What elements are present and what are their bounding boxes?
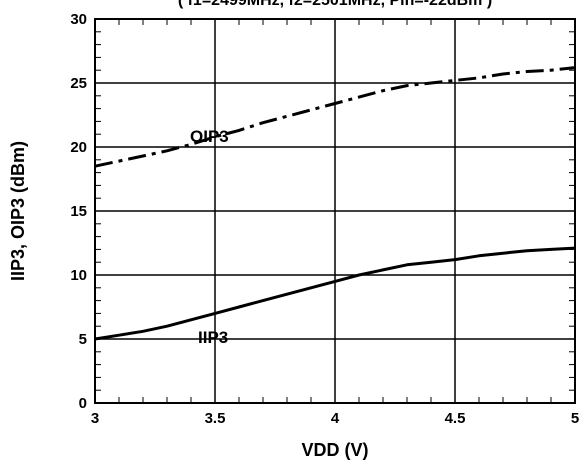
series-line-iip3	[94, 246, 576, 341]
x-tick-label: 3	[91, 410, 99, 427]
x-tick-labels: 3 3.5 4 4.5 5	[91, 410, 579, 427]
y-tick-label: 5	[79, 331, 87, 348]
series-line-oip3	[94, 66, 576, 168]
x-tick-label: 5	[571, 410, 579, 427]
series-lines	[94, 66, 576, 341]
x-tick-label: 4	[331, 410, 340, 427]
plot-frame	[94, 18, 576, 404]
chart-subtitle: ( f1=2499MHz, f2=2501MHz, Pin=-22dBm )	[178, 0, 492, 9]
y-axis-title: IIP3, OIP3 (dBm)	[8, 141, 28, 281]
y-tick-label: 30	[70, 11, 87, 28]
x-tick-label: 4.5	[445, 410, 466, 427]
x-axis-title: VDD (V)	[302, 440, 369, 460]
y-tick-label: 0	[79, 395, 87, 412]
y-tick-label: 15	[70, 203, 87, 220]
y-tick-label: 25	[70, 75, 87, 92]
y-tick-labels: 0 5 10 15 20 25 30	[70, 11, 87, 412]
x-tick-label: 3.5	[205, 410, 226, 427]
y-tick-label: 10	[70, 267, 87, 284]
y-tick-label: 20	[70, 139, 87, 156]
series-label-oip3: OIP3	[190, 127, 229, 146]
grid-lines	[95, 19, 575, 403]
series-label-iip3: IIP3	[198, 328, 228, 347]
